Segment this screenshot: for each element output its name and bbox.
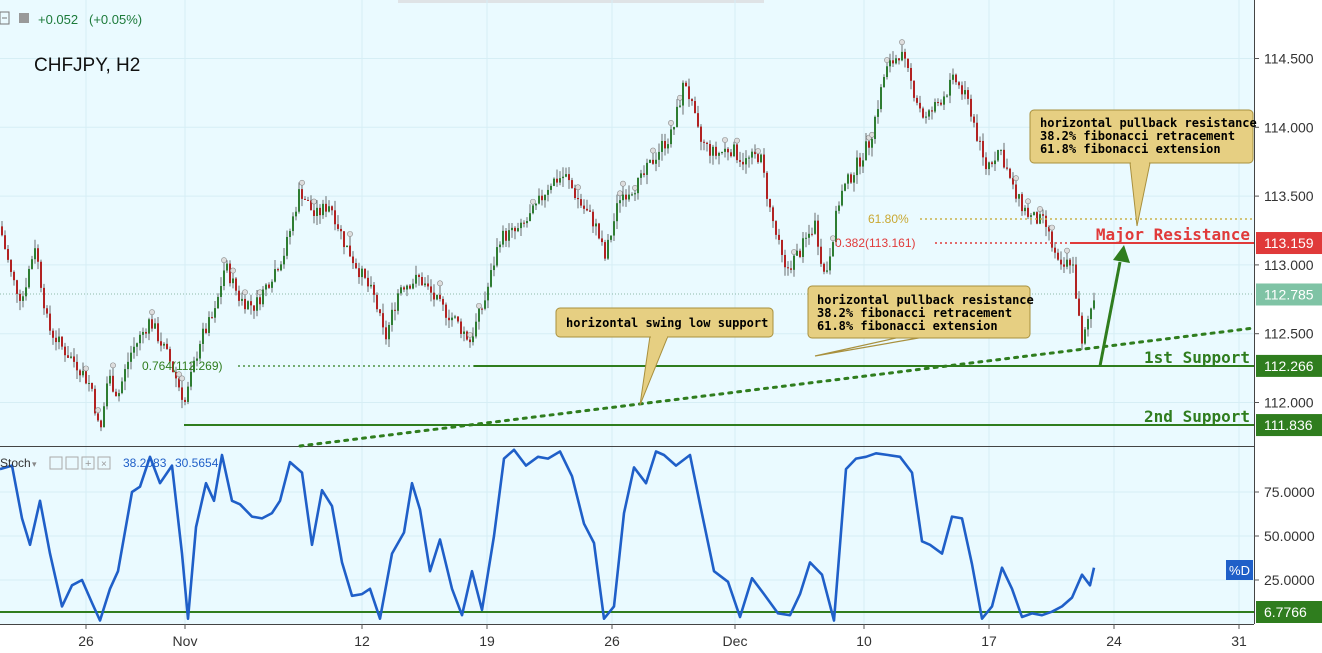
annotation-mid-line-1: horizontal pullback resistance [817, 293, 1034, 307]
annotation-box-top[interactable]: horizontal pullback resistance 38.2% fib… [1029, 109, 1257, 227]
price-tick-label: 114.000 [1264, 119, 1314, 135]
annotation-mid-line-2: 38.2% fibonacci retracement [817, 306, 1012, 320]
annotation-top-line-1: horizontal pullback resistance [1040, 116, 1257, 130]
visibility-icon[interactable] [49, 456, 63, 470]
price-badge [1256, 232, 1322, 255]
price-badge [1256, 414, 1322, 437]
chevron-down-icon[interactable]: ▾ [32, 459, 37, 469]
price-change: +0.052 [38, 12, 78, 27]
price-tick-label: 113.000 [1264, 257, 1314, 273]
annotation-top-line-2: 38.2% fibonacci retracement [1040, 129, 1235, 143]
settings-icon[interactable] [65, 456, 79, 470]
stoch-k-value: 38.2083 [123, 456, 167, 470]
price-axis-badges: 113.159 112.785 112.266 111.836 [1256, 232, 1322, 437]
stoch-axis-ticks: 75.0000 50.0000 25.0000 [1254, 484, 1315, 588]
time-label: 24 [1106, 633, 1122, 649]
time-label: 26 [604, 633, 620, 649]
projection-arrow-head [1113, 245, 1130, 263]
annotation-top-line-3: 61.8% fibonacci extension [1040, 142, 1221, 156]
stoch-level-badge: 6.7766 [1264, 604, 1307, 620]
stoch-tick-label: 25.0000 [1264, 572, 1315, 588]
stoch-legend: Stoch ▾ + × 38.2083 30.5654 [0, 456, 219, 470]
price-axis-ticks: 114.500 114.000 113.500 113.000 112.500 112.0… [1254, 51, 1314, 411]
time-label: 26 [78, 633, 94, 649]
rising-trendline[interactable] [298, 326, 1256, 448]
stoch-label: Stoch [0, 456, 31, 470]
time-label: Dec [723, 633, 748, 649]
plus-icon[interactable] [81, 456, 95, 470]
chart-title: CHFJPY, H2 [34, 55, 140, 76]
pctd-badge [1226, 560, 1253, 580]
annotation-box-swing[interactable]: horizontal swing low support [555, 307, 774, 406]
time-label: 12 [354, 633, 370, 649]
projection-arrow-shaft[interactable] [1098, 261, 1122, 367]
collapse-icon[interactable] [0, 11, 10, 25]
time-label: 17 [981, 633, 997, 649]
price-tick-label: 114.500 [1264, 51, 1314, 67]
price-tick-label: 112.000 [1264, 395, 1314, 411]
close-icon[interactable] [97, 456, 111, 470]
annotation-swing-text: horizontal swing low support [566, 316, 768, 330]
price-badge [1256, 283, 1322, 306]
pctd-label: %D [1229, 563, 1250, 578]
stoch-line [0, 448, 1096, 622]
header: +0.052 (+0.05%) [0, 11, 142, 27]
price-change-pct: (+0.05%) [89, 12, 142, 27]
fib-764-label: 0.764(112.269) [142, 359, 223, 373]
second-support-label: 2nd Support [1144, 407, 1250, 426]
time-label: Nov [173, 633, 198, 649]
svg-text:+: + [85, 458, 91, 470]
price-axis-panel [1254, 0, 1322, 653]
top-scroll-tab[interactable] [398, 0, 764, 3]
price-badge-label: 113.159 [1264, 235, 1314, 251]
first-support-label: 1st Support [1144, 348, 1250, 367]
annotation-box-mid[interactable]: horizontal pullback resistance 38.2% fib… [807, 285, 1034, 357]
stoch-tick-label: 50.0000 [1264, 528, 1315, 544]
fib-618-label: 61.80% [868, 212, 909, 226]
svg-text:×: × [101, 459, 107, 470]
annotation-mid-line-3: 61.8% fibonacci extension [817, 319, 998, 333]
price-badge-label: 111.836 [1264, 417, 1313, 433]
fib-382-label: 0.382(113.161) [835, 236, 916, 250]
price-tick-label: 112.500 [1264, 326, 1314, 342]
stoch-d-value: 30.5654 [175, 456, 219, 470]
time-label: 31 [1231, 633, 1247, 649]
price-badge [1256, 354, 1322, 377]
series-square-icon [19, 13, 29, 23]
time-axis-panel [0, 624, 1322, 653]
major-resistance-label: Major Resistance [1096, 225, 1250, 244]
candles [1, 39, 1095, 432]
time-label: 10 [856, 633, 872, 649]
price-tick-label: 113.500 [1264, 188, 1314, 204]
time-axis-labels: 26 Nov 12 19 26 Dec 10 17 24 31 [78, 624, 1247, 649]
price-badge-label: 112.266 [1264, 358, 1314, 374]
stoch-tick-label: 75.0000 [1264, 484, 1315, 500]
time-label: 19 [479, 633, 495, 649]
stoch-level-badge-bg [1256, 601, 1322, 623]
price-badge-label: 112.785 [1264, 286, 1314, 302]
